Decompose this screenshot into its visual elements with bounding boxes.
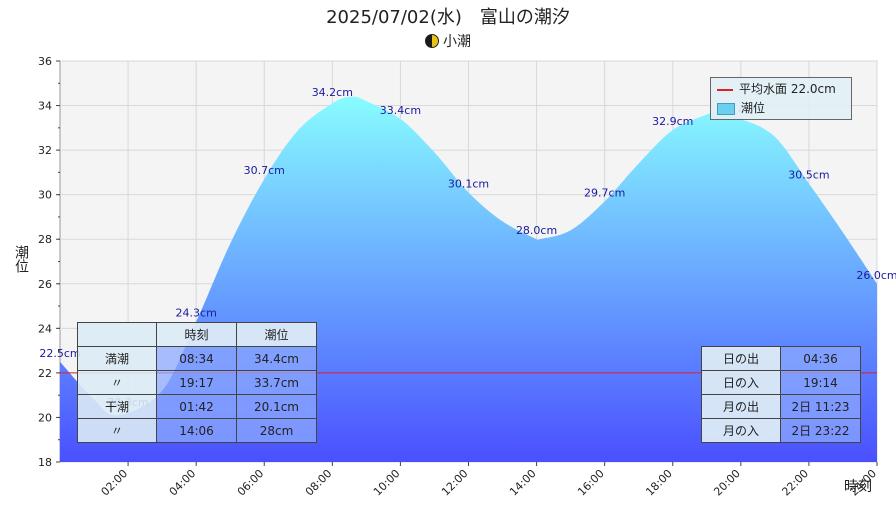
- tide-row-label: 〃: [77, 370, 157, 395]
- data-label: 29.7cm: [584, 186, 625, 199]
- y-tick-label: 18: [38, 456, 52, 469]
- x-tick-label: 06:00: [235, 467, 267, 499]
- tide-row-level: 20.1cm: [236, 394, 317, 419]
- tide-row-time: 19:17: [156, 370, 237, 395]
- tide-row-time: 14:06: [156, 418, 237, 443]
- x-tick-label: 04:00: [167, 467, 199, 499]
- table-row: 月の出 2日 11:23: [701, 394, 861, 419]
- table-row: 〃 19:17 33.7cm: [77, 370, 317, 395]
- x-tick-label: 08:00: [303, 467, 335, 499]
- sun-moon-label: 月の入: [701, 418, 781, 443]
- x-tick-label: 16:00: [575, 467, 607, 499]
- x-tick-label: 02:00: [99, 467, 131, 499]
- tide-table-header-level: 潮位: [236, 322, 317, 347]
- y-tick-label: 22: [38, 367, 52, 380]
- tide-table-header-time: 時刻: [156, 322, 237, 347]
- tide-table: 時刻 潮位 満潮 08:34 34.4cm 〃 19:17 33.7cm 干潮 …: [77, 322, 317, 443]
- legend-mean-label: 平均水面 22.0cm: [739, 82, 836, 96]
- y-tick-label: 36: [38, 55, 52, 68]
- tide-row-label: 満潮: [77, 346, 157, 371]
- x-tick-label: 22:00: [779, 467, 811, 499]
- data-label: 34.2cm: [312, 86, 353, 99]
- y-axis: 18 20 22 24 26 28 30 32 34 36: [38, 55, 60, 469]
- x-tick-label: 10:00: [371, 467, 403, 499]
- data-label: 22.5cm: [39, 347, 80, 360]
- legend-mean-item: 平均水面 22.0cm: [717, 80, 836, 98]
- tide-row-level: 33.7cm: [236, 370, 317, 395]
- legend: 平均水面 22.0cm 潮位: [710, 77, 852, 120]
- sun-moon-label: 月の出: [701, 394, 781, 419]
- data-label: 33.4cm: [380, 104, 421, 117]
- sun-moon-label: 日の出: [701, 346, 781, 371]
- tide-row-time: 08:34: [156, 346, 237, 371]
- x-axis-label: 時刻: [844, 479, 872, 495]
- legend-tide-label: 潮位: [741, 101, 766, 115]
- y-tick-label: 26: [38, 278, 52, 291]
- tide-row-time: 01:42: [156, 394, 237, 419]
- sun-moon-label: 日の入: [701, 370, 781, 395]
- data-label: 30.5cm: [788, 169, 829, 182]
- y-axis-label: 潮位: [13, 245, 29, 273]
- moon-phase-icon: [425, 34, 439, 48]
- tide-table-header-blank: [77, 322, 157, 347]
- data-label: 24.3cm: [176, 307, 217, 320]
- data-label: 30.7cm: [244, 164, 285, 177]
- sun-moon-value: 2日 11:23: [780, 394, 861, 419]
- data-label: 26.0cm: [856, 269, 896, 282]
- moon-phase: 小潮: [0, 31, 896, 51]
- x-tick-label: 12:00: [439, 467, 471, 499]
- tide-row-level: 28cm: [236, 418, 317, 443]
- sun-moon-value: 04:36: [780, 346, 861, 371]
- y-tick-label: 34: [38, 100, 52, 113]
- x-axis: 02:00 04:00 06:00 08:00 10:00 12:00 14:00 16:00…: [99, 462, 879, 499]
- chart-title: 2025/07/02(水) 富山の潮汐: [326, 7, 570, 28]
- tide-row-label: 〃: [77, 418, 157, 443]
- x-tick-label: 14:00: [507, 467, 539, 499]
- sun-moon-value: 2日 23:22: [780, 418, 861, 443]
- tide-row-level: 34.4cm: [236, 346, 317, 371]
- table-row: 干潮 01:42 20.1cm: [77, 394, 317, 419]
- y-tick-label: 28: [38, 233, 52, 246]
- data-label: 30.1cm: [448, 177, 489, 190]
- sun-moon-table: 日の出 04:36 日の入 19:14 月の出 2日 11:23 月の入 2日 …: [701, 346, 861, 443]
- y-tick-label: 20: [38, 411, 52, 424]
- y-tick-label: 30: [38, 189, 52, 202]
- tide-row-label: 干潮: [77, 394, 157, 419]
- data-label: 28.0cm: [516, 224, 557, 237]
- sun-moon-value: 19:14: [780, 370, 861, 395]
- data-label: 32.9cm: [652, 115, 693, 128]
- table-row: 〃 14:06 28cm: [77, 418, 317, 443]
- x-tick-label: 18:00: [643, 467, 675, 499]
- legend-tide-swatch: [717, 102, 735, 115]
- legend-tide-item: 潮位: [717, 99, 765, 117]
- x-tick-label: 20:00: [711, 467, 743, 499]
- table-row: 日の出 04:36: [701, 346, 861, 371]
- moon-phase-label: 小潮: [443, 34, 471, 50]
- table-row: 満潮 08:34 34.4cm: [77, 346, 317, 371]
- y-tick-label: 24: [38, 322, 52, 335]
- legend-mean-swatch: [717, 88, 733, 91]
- table-row: 日の入 19:14: [701, 370, 861, 395]
- table-row: 月の入 2日 23:22: [701, 418, 861, 443]
- y-tick-label: 32: [38, 144, 52, 157]
- tide-table-header: 時刻 潮位: [77, 322, 317, 347]
